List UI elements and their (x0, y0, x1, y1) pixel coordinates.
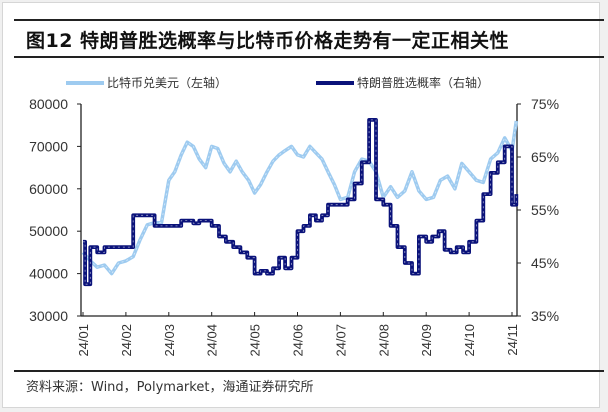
trump-probability-line-highlight (83, 119, 517, 285)
legend-swatch-trump (316, 80, 354, 85)
trump-probability-line (83, 118, 519, 287)
btc-price-line-highlight (82, 120, 517, 275)
figure-title: 图12 特朗普胜选概率与比特币价格走势有一定正相关性 (26, 30, 510, 52)
bottom-rule (14, 370, 604, 372)
x-tick-label: 24/10 (462, 324, 477, 357)
x-tick-label: 24/01 (76, 324, 91, 357)
right-tick-label: 55% (531, 202, 559, 218)
title-rule (14, 56, 604, 58)
x-tick-label: 24/09 (419, 324, 434, 357)
legend-swatch-btc (66, 80, 104, 85)
legend-item-btc: 比特币兑美元（左轴） (66, 74, 227, 91)
x-tick-label: 24/08 (376, 324, 391, 357)
chart-axes: 30000 40000 50000 60000 70000 80000 35% 45% 55% 6… (29, 96, 559, 357)
left-tick-label: 70000 (29, 138, 68, 154)
left-tick-label: 40000 (29, 266, 68, 282)
right-tick-label: 45% (531, 255, 559, 271)
left-tick-label: 30000 (29, 308, 68, 324)
x-tick-label: 24/11 (505, 324, 520, 356)
x-tick-label: 24/04 (205, 324, 220, 357)
legend-item-trump: 特朗普胜选概率（右轴） (316, 74, 489, 91)
left-tick-label: 80000 (29, 96, 68, 112)
left-tick-label: 60000 (29, 181, 68, 197)
legend-label-trump: 特朗普胜选概率（右轴） (357, 76, 490, 90)
x-tick-label: 24/02 (119, 324, 134, 357)
x-tick-label: 24/06 (291, 324, 306, 357)
figure-frame (2, 2, 600, 408)
right-tick-label: 75% (531, 96, 559, 112)
chart-lines (81, 118, 519, 287)
top-rule (14, 19, 604, 21)
x-tick-label: 24/07 (333, 324, 348, 357)
legend-label-btc: 比特币兑美元（左轴） (107, 76, 228, 90)
left-tick-label: 50000 (29, 223, 68, 239)
source-note: 资料来源：Wind，Polymarket，海通证券研究所 (26, 380, 314, 395)
right-tick-label: 65% (531, 149, 559, 165)
right-tick-label: 35% (531, 308, 559, 324)
x-tick-label: 24/03 (162, 324, 177, 357)
x-tick-label: 24/05 (248, 324, 263, 357)
